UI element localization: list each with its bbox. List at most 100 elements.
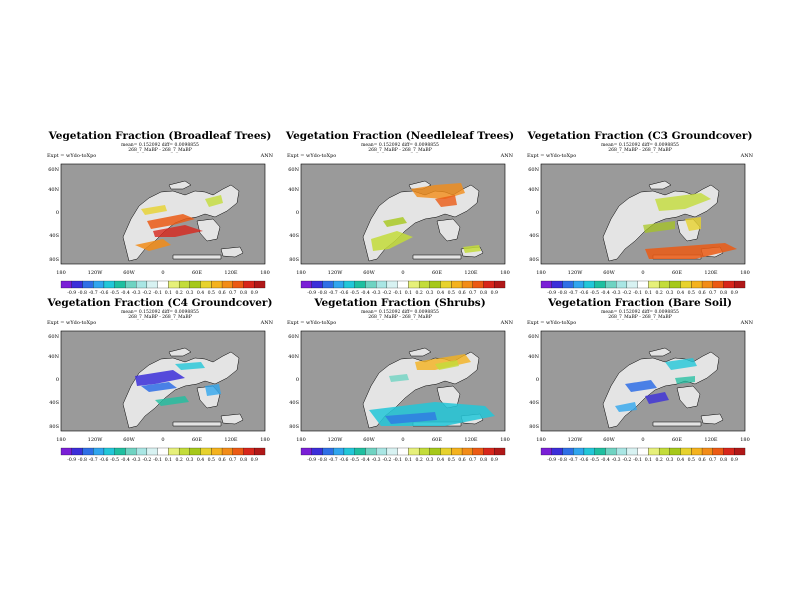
colorbar-swatch bbox=[125, 447, 137, 456]
antarctic-strip bbox=[172, 254, 222, 260]
colorbar-swatch bbox=[189, 280, 201, 289]
colorbar-label: -0.6 bbox=[340, 457, 349, 463]
colorbar-label: -0.7 bbox=[329, 457, 338, 463]
colorbar-swatch bbox=[562, 447, 574, 456]
colorbar-swatch bbox=[605, 280, 617, 289]
colorbar-swatch bbox=[343, 280, 355, 289]
colorbar-label: 0.5 bbox=[688, 457, 695, 463]
panel-season: ANN bbox=[260, 320, 273, 326]
colorbar-swatch bbox=[472, 447, 484, 456]
colorbar-label: -0.7 bbox=[569, 457, 578, 463]
map-panel-bare-soil: Vegetation Fraction (Bare Soil) mean= 0.… bbox=[525, 297, 755, 467]
colorbar-label: -0.3 bbox=[132, 290, 141, 296]
colorbar-swatch bbox=[723, 280, 735, 289]
panel-stats: mean= 0.152092 diff= 0.0098855 bbox=[121, 310, 199, 315]
colorbar-swatch bbox=[157, 447, 169, 456]
lon-tick-label: 180 bbox=[260, 270, 270, 276]
panel-stats: mean= 0.152092 diff= 0.0098855 bbox=[601, 143, 679, 148]
map-figure: 180 120W 60W 0 60E 120E 180 60N 40N 0 40… bbox=[48, 330, 270, 463]
colorbar-swatch bbox=[397, 447, 409, 456]
northern-island bbox=[168, 180, 192, 190]
colorbar-swatch bbox=[71, 280, 83, 289]
lon-tick-label: 0 bbox=[641, 437, 644, 443]
panel-subtitle: mean= 0.152092 diff= 0.0098855 268_7_MaB… bbox=[285, 143, 515, 153]
colorbar-swatch bbox=[605, 447, 617, 456]
colorbar-swatch bbox=[114, 447, 126, 456]
colorbar-label: 0.5 bbox=[688, 290, 695, 296]
lon-tick-label: 120W bbox=[88, 270, 104, 276]
colorbar-swatch bbox=[221, 280, 233, 289]
colorbar-swatch bbox=[136, 280, 148, 289]
colorbar-label: 0.1 bbox=[645, 457, 652, 463]
lat-tick-label: 0 bbox=[536, 210, 539, 216]
colorbar-label: 0.4 bbox=[437, 457, 444, 463]
colorbar-label: -0.8 bbox=[78, 290, 87, 296]
veg-field bbox=[135, 195, 223, 251]
panel-subtitle: mean= 0.152092 diff= 0.0098855 268_7_MaB… bbox=[45, 310, 275, 320]
colorbar-label: 0.2 bbox=[175, 290, 182, 296]
colorbar-label: 0.3 bbox=[186, 457, 193, 463]
colorbar-swatch bbox=[734, 280, 746, 289]
lat-tick-label: 60N bbox=[48, 334, 59, 340]
colorbar-label: 0.3 bbox=[426, 290, 433, 296]
colorbar-swatch bbox=[573, 280, 585, 289]
lon-tick-label: 180 bbox=[500, 437, 510, 443]
colorbar-swatch bbox=[429, 447, 441, 456]
colorbar-swatch bbox=[232, 280, 244, 289]
colorbar-label: -0.8 bbox=[78, 457, 87, 463]
lon-tick-label: 180 bbox=[536, 437, 546, 443]
panel-subtitle: mean= 0.152092 diff= 0.0098855 268_7_MaB… bbox=[285, 310, 515, 320]
colorbar-label: 0.2 bbox=[415, 457, 422, 463]
panel-title: Vegetation Fraction (C4 Groundcover) bbox=[47, 297, 273, 309]
colorbar-label: 0.4 bbox=[437, 290, 444, 296]
colorbar-swatch bbox=[408, 280, 420, 289]
colorbar-label: -0.3 bbox=[612, 457, 621, 463]
colorbar-label: -0.2 bbox=[622, 290, 631, 296]
colorbar-label: 0.8 bbox=[480, 457, 487, 463]
colorbar-swatch bbox=[648, 280, 660, 289]
lon-tick-label: 0 bbox=[401, 270, 404, 276]
panel-subtitle: mean= 0.152092 diff= 0.0098855 268_7_MaB… bbox=[525, 143, 755, 153]
colorbar-swatch bbox=[494, 280, 506, 289]
panel-season: ANN bbox=[260, 153, 273, 159]
colorbar-label: 0.1 bbox=[405, 457, 412, 463]
lon-tick-label: 60W bbox=[123, 437, 135, 443]
colorbar-swatch bbox=[397, 280, 409, 289]
colorbar-label: -0.5 bbox=[590, 290, 599, 296]
panel-title: Vegetation Fraction (Broadleaf Trees) bbox=[48, 130, 272, 142]
lat-tick-label: 0 bbox=[296, 377, 299, 383]
colorbar-label: -0.9 bbox=[307, 457, 316, 463]
colorbar: -0.9 -0.8 -0.7 -0.6 -0.5 -0.4 -0.3 -0.2 -0.1 0.1 0… bbox=[540, 280, 746, 296]
lat-tick-label: 40S bbox=[289, 400, 299, 406]
colorbar-label: -0.8 bbox=[318, 290, 327, 296]
map-figure: 180 120W 60W 0 60E 120E 180 60N 40N 0 40… bbox=[528, 330, 750, 463]
colorbar-label: 0.8 bbox=[240, 457, 247, 463]
colorbar-swatch bbox=[125, 280, 137, 289]
colorbar-swatch bbox=[386, 447, 398, 456]
colorbar-label: -0.8 bbox=[558, 290, 567, 296]
colorbar-swatch bbox=[93, 447, 105, 456]
lon-tick-label: 60W bbox=[123, 270, 135, 276]
lon-tick-label: 120E bbox=[224, 437, 238, 443]
colorbar-label: -0.4 bbox=[121, 457, 130, 463]
colorbar-label: -0.9 bbox=[67, 457, 76, 463]
lat-tick-label: 40N bbox=[528, 187, 539, 193]
map-panel-shrubs: Vegetation Fraction (Shrubs) mean= 0.152… bbox=[285, 297, 515, 467]
panel-expt: Expt = wYdo-toXpo bbox=[287, 320, 337, 326]
lat-tick-label: 0 bbox=[536, 377, 539, 383]
lon-tick-label: 60E bbox=[672, 437, 682, 443]
lon-tick-label: 60W bbox=[603, 270, 615, 276]
colorbar-swatch bbox=[146, 280, 158, 289]
map-figure: 180 120W 60W 0 60E 120E 180 60N 40N 0 40… bbox=[48, 163, 270, 296]
panel-title: Vegetation Fraction (Shrubs) bbox=[314, 297, 486, 309]
colorbar-label: 0.6 bbox=[218, 457, 225, 463]
panel-season: ANN bbox=[500, 320, 513, 326]
colorbar-label: -0.1 bbox=[393, 457, 402, 463]
colorbar-label: 0.5 bbox=[208, 290, 215, 296]
colorbar-swatch bbox=[669, 447, 681, 456]
panel-expt: Expt = wYdo-toXpo bbox=[527, 153, 577, 159]
colorbar-label: -0.5 bbox=[350, 457, 359, 463]
veg-field bbox=[369, 354, 495, 426]
colorbar-swatch bbox=[103, 447, 115, 456]
colorbar-swatch bbox=[254, 447, 266, 456]
